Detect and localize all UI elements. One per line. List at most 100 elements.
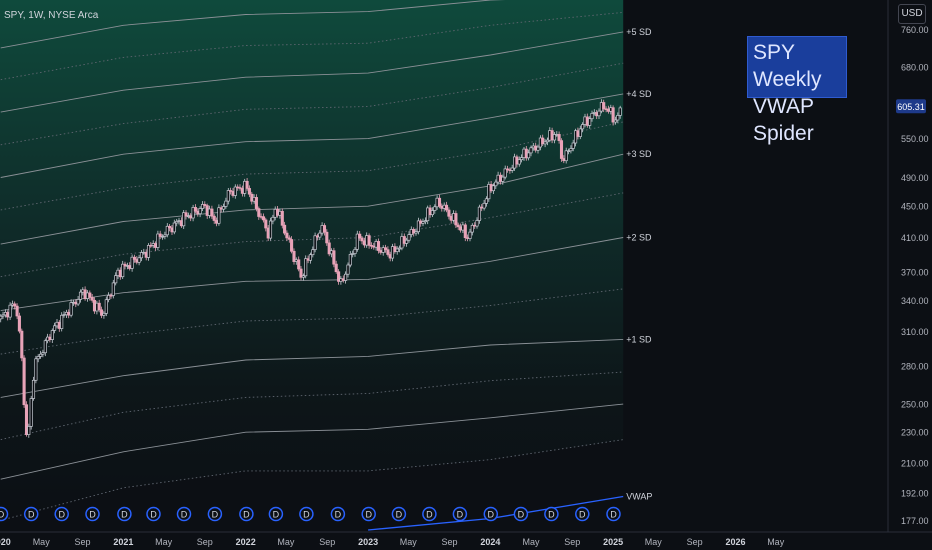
candle-body	[13, 303, 17, 307]
currency-button[interactable]: USD	[898, 4, 926, 24]
candle-body	[566, 150, 571, 152]
dividend-marker-15[interactable]: D	[452, 506, 468, 522]
candle-body	[39, 353, 43, 357]
candle-body	[292, 250, 296, 262]
marker-glyph: D	[518, 510, 525, 520]
candle-body	[71, 301, 75, 304]
candle-body	[69, 302, 73, 316]
dividend-marker-17[interactable]: D	[513, 506, 529, 522]
dividend-marker-2[interactable]: D	[54, 506, 69, 522]
marker-circle	[0, 506, 9, 522]
candle-body	[437, 197, 442, 207]
candle-body	[461, 224, 465, 231]
dividend-marker-9[interactable]: D	[268, 506, 284, 522]
x-tick-label: 2022	[236, 537, 256, 547]
candle-body	[430, 210, 434, 216]
candle-body	[17, 315, 21, 332]
marker-glyph: D	[58, 510, 65, 520]
marker-glyph: D	[243, 510, 250, 520]
band-labels: VWAP +1 SD +2 SD +3 SD +4 SD +5 SD +6 SD	[626, 0, 652, 502]
candle-body	[466, 237, 470, 239]
dividend-marker-5[interactable]: D	[146, 506, 161, 522]
marker-circle	[483, 506, 499, 522]
candle-body	[348, 254, 352, 266]
candle-body	[569, 148, 573, 152]
marker-glyph: D	[89, 510, 96, 520]
x-tick-label: 2020	[0, 537, 11, 547]
candle-body	[339, 278, 343, 282]
dividend-marker-13[interactable]: D	[391, 506, 407, 522]
dividend-marker-12[interactable]: D	[361, 506, 376, 522]
x-tick-label: May	[277, 537, 295, 547]
y-tick-label: 250.00	[901, 400, 929, 410]
dividend-marker-4[interactable]: D	[117, 506, 132, 522]
candle-body	[505, 168, 510, 171]
candle-body	[27, 426, 31, 435]
dividend-marker-0[interactable]: D	[0, 506, 9, 522]
candle-body	[114, 275, 118, 284]
dividend-marker-14[interactable]: D	[422, 506, 437, 522]
candle-body	[531, 145, 535, 149]
candle-body	[280, 210, 284, 226]
candle-body	[369, 245, 373, 247]
marker-glyph: D	[396, 510, 403, 520]
candle-body	[613, 119, 618, 123]
candle-body	[433, 206, 437, 211]
time-axis[interactable]: 2020 May Sep 2021 May Sep 2022 May Sep 2023 May Sep…	[0, 537, 785, 547]
candle-body	[217, 207, 221, 224]
symbol-header[interactable]: SPY, 1W, NYSE Arca	[4, 10, 99, 21]
marker-circle	[54, 506, 69, 522]
y-tick-label: 340.00	[901, 296, 929, 306]
candle-body	[222, 206, 226, 210]
candle-body	[322, 225, 327, 233]
band-label-6: +2 SD	[626, 233, 652, 243]
dividend-marker-19[interactable]: D	[575, 506, 590, 522]
candle-body	[62, 314, 66, 316]
y-tick-label: 760.00	[901, 25, 929, 35]
dividend-marker-18[interactable]: D	[544, 506, 559, 522]
dividend-marker-10[interactable]: D	[299, 506, 314, 522]
y-tick-label: 410.00	[901, 233, 929, 243]
candle-body	[165, 225, 169, 236]
candle-body	[24, 404, 29, 435]
candle-body	[318, 232, 322, 238]
candle-body	[379, 250, 383, 253]
dividend-marker-1[interactable]: D	[23, 506, 39, 522]
candle-body	[463, 224, 467, 239]
marker-circle	[117, 506, 132, 522]
candle-body	[294, 259, 298, 262]
marker-circle	[176, 506, 192, 522]
candle-body	[189, 215, 193, 219]
band-label-14: +6 SD	[626, 0, 652, 1]
candle-body	[606, 108, 610, 112]
candle-body	[1, 314, 5, 317]
candle-body	[412, 229, 416, 234]
marker-glyph: D	[610, 510, 617, 520]
price-axis[interactable]: 760.00 680.00 550.00 490.00 450.00 410.00 370.…	[901, 25, 929, 526]
marker-glyph: D	[212, 510, 219, 520]
dividend-marker-20[interactable]: D	[606, 506, 621, 522]
candle-body	[501, 176, 505, 182]
candle-body	[480, 206, 484, 209]
dividend-marker-16[interactable]: D	[483, 506, 499, 522]
candle-body	[337, 271, 341, 282]
candle-body	[409, 229, 413, 235]
candle-body	[247, 188, 251, 195]
candle-body	[311, 249, 315, 256]
price-series	[0, 99, 622, 438]
x-tick-label: 2026	[725, 537, 745, 547]
candle-body	[365, 235, 369, 246]
dividend-marker-6[interactable]: D	[176, 506, 192, 522]
y-tick-label: 280.00	[901, 361, 929, 371]
dividend-marker-3[interactable]: D	[85, 506, 100, 522]
x-tick-label: 2023	[358, 537, 378, 547]
candle-body	[592, 112, 596, 114]
candle-body	[475, 220, 479, 227]
dividend-marker-8[interactable]: D	[239, 506, 254, 522]
candle-body	[611, 107, 615, 123]
dividend-marker-11[interactable]: D	[330, 506, 346, 522]
dividend-marker-7[interactable]: D	[207, 506, 223, 522]
candle-body	[496, 174, 500, 183]
marker-glyph: D	[488, 510, 495, 520]
